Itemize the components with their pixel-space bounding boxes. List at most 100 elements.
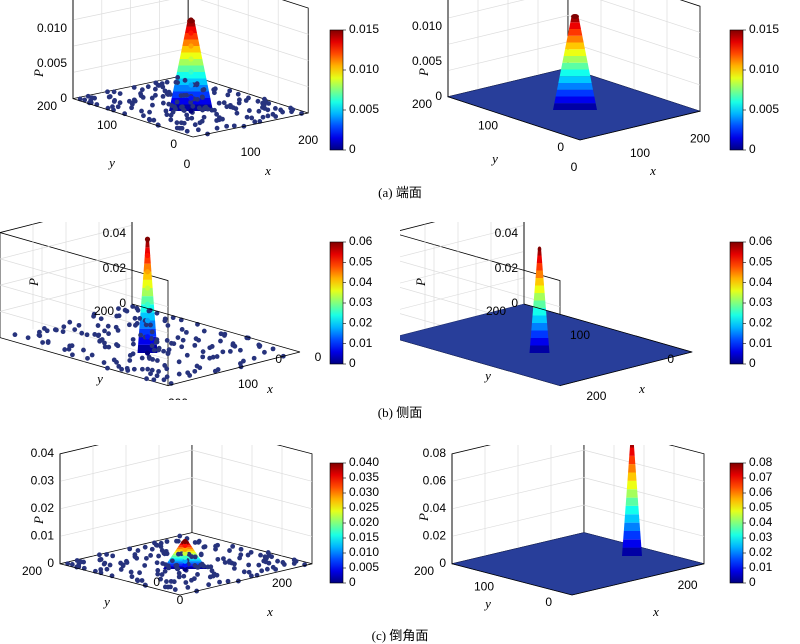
- scatter-point: [144, 350, 151, 356]
- colorbar-tick-label: 0.04: [349, 275, 373, 289]
- scatter-point: [155, 571, 161, 577]
- scatter-point: [248, 549, 254, 555]
- peak-band: [143, 263, 152, 272]
- scatter-point: [237, 97, 242, 103]
- scatter-point: [197, 365, 203, 371]
- chart-b-right: 0 0.02 0.04 0.06 200 0 100 200 x y P 0 0.01 0.02 0.03 0…: [400, 222, 773, 400]
- scatter-point: [246, 562, 252, 568]
- scatter-point: [154, 373, 160, 379]
- colorbar-tick-label: 0.04: [749, 515, 773, 529]
- scatter-point: [102, 344, 108, 350]
- peak-band: [622, 539, 642, 548]
- z-tick-label: 0.04: [31, 446, 55, 460]
- scatter-point: [184, 128, 190, 134]
- scatter-point: [202, 105, 208, 111]
- scatter-point: [104, 566, 110, 572]
- scatter-point: [177, 533, 183, 539]
- y-axis-label: y: [102, 594, 110, 609]
- colorbar-tick-label: 0.06: [349, 234, 373, 248]
- scatter-point: [169, 103, 175, 108]
- scatter-point: [256, 108, 262, 114]
- z-tick-label: 0: [511, 296, 518, 310]
- colorbar-tick-label: 0: [349, 142, 356, 156]
- scatter-point: [105, 89, 110, 95]
- z-tick-label: 0.04: [103, 226, 127, 240]
- scatter-point: [162, 88, 168, 94]
- y-tick-label: 200: [22, 564, 42, 578]
- scatter-point: [258, 552, 263, 558]
- y-axis-label: y: [490, 151, 498, 166]
- scatter-point: [182, 554, 188, 560]
- scatter-point: [116, 306, 121, 311]
- scatter-point: [139, 355, 145, 361]
- scatter-point: [193, 336, 199, 342]
- grid-line: [583, 449, 705, 482]
- scatter-point: [264, 566, 270, 572]
- scatter-point: [131, 366, 137, 372]
- scatter-point: [69, 343, 75, 349]
- colorbar-tick-label: 0.02: [749, 316, 773, 330]
- scatter-point: [222, 333, 227, 338]
- colorbar-tick-label: 0.06: [749, 234, 773, 248]
- peak-band: [565, 42, 585, 50]
- peak-band: [534, 278, 545, 286]
- scatter-point: [137, 570, 142, 576]
- y-tick-label: 0: [667, 352, 674, 366]
- scatter-point: [162, 363, 168, 368]
- scatter-point: [198, 552, 204, 558]
- scatter-point: [164, 539, 170, 544]
- colorbar-tick-label: 0: [349, 356, 356, 370]
- y-tick-label: 0: [275, 352, 282, 366]
- colorbar-tick-label: 0.015: [349, 22, 379, 36]
- scatter-point: [85, 355, 90, 361]
- peak-band: [569, 22, 581, 29]
- scatter-point: [151, 377, 157, 383]
- scatter-point: [156, 369, 161, 374]
- scatter-point: [290, 107, 296, 113]
- z-axis-label: P: [31, 69, 46, 78]
- scatter-point: [172, 587, 178, 592]
- scatter-point: [234, 110, 240, 116]
- scatter-point: [176, 570, 182, 576]
- scatter-point: [302, 562, 308, 568]
- scatter-point: [183, 329, 189, 335]
- scatter-point: [200, 95, 205, 100]
- scatter-point: [174, 120, 180, 126]
- grid-line: [59, 477, 193, 510]
- scatter-point: [117, 100, 123, 106]
- scatter-point: [104, 552, 109, 557]
- scatter-point: [74, 558, 80, 563]
- scatter-point: [158, 576, 163, 582]
- peak-band: [561, 62, 589, 70]
- scatter-point: [166, 565, 172, 571]
- scatter-point: [144, 236, 151, 242]
- colorbar-tick-label: 0.005: [349, 102, 379, 116]
- scatter-point: [142, 544, 148, 550]
- scatter-point: [81, 347, 86, 353]
- scatter-point: [151, 347, 157, 353]
- x-axis-label: x: [266, 381, 273, 396]
- scatter-point: [138, 332, 144, 338]
- scatter-point: [227, 548, 232, 553]
- scatter-point: [114, 342, 119, 347]
- peak-band: [622, 547, 642, 556]
- scatter-point: [84, 332, 90, 338]
- scatter-point: [181, 120, 187, 126]
- z-tick-label: 0.02: [495, 261, 519, 275]
- peak-tip: [537, 246, 542, 252]
- peak-band: [629, 445, 635, 448]
- scatter-point: [213, 546, 218, 552]
- scatter-point: [259, 568, 265, 574]
- scatter-point: [231, 123, 237, 129]
- peak-band: [562, 56, 588, 63]
- scatter-point: [188, 95, 194, 101]
- scatter-point: [127, 358, 133, 363]
- scatter-point: [173, 106, 178, 112]
- scatter-point: [141, 113, 146, 119]
- scatter-point: [212, 107, 217, 113]
- scatter-point: [182, 558, 188, 564]
- scatter-point: [85, 93, 91, 99]
- scatter-point: [147, 117, 153, 123]
- scatter-point: [230, 543, 236, 549]
- colorbar-tick-label: 0.005: [349, 560, 379, 574]
